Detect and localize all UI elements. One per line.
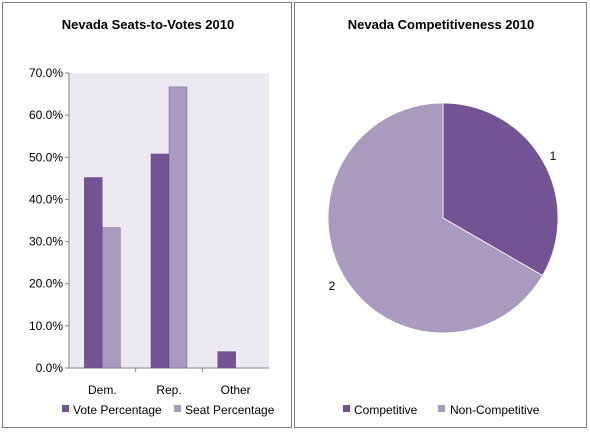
bar-seat-rep <box>168 86 188 369</box>
x-tick-labels: Dem. Rep. Other <box>88 383 251 397</box>
y-tick-label: 10.0% <box>29 319 63 333</box>
pie-data-label-non-competitive: 2 <box>329 279 336 293</box>
legend-label-seat: Seat Percentage <box>185 403 275 417</box>
pie-legend: Competitive Non-Competitive <box>343 403 540 417</box>
bar-legend: Vote Percentage Seat Percentage <box>62 403 275 417</box>
y-tick-label: 20.0% <box>29 277 63 291</box>
legend-swatch-vote <box>62 405 69 412</box>
y-tick-label: 0.0% <box>36 361 64 375</box>
legend-swatch-competitive <box>343 405 350 412</box>
pie-slice-competitive <box>442 102 559 277</box>
competitiveness-chart: Nevada Competitiveness 2010 1 2 Competit… <box>327 17 559 417</box>
pie-slices <box>327 102 559 334</box>
y-tick-labels: 0.0% 10.0% 20.0% 30.0% 40.0% 50.0% 60.0% 70.0% <box>29 66 63 375</box>
legend-swatch-non-competitive <box>438 405 445 412</box>
pie-data-label-competitive: 1 <box>550 149 557 163</box>
y-tick-label: 30.0% <box>29 235 63 249</box>
legend-swatch-seat <box>174 405 181 412</box>
y-tick-label: 50.0% <box>29 150 63 164</box>
legend-label-non-competitive: Non-Competitive <box>450 403 540 417</box>
y-tick-label: 60.0% <box>29 108 63 122</box>
legend-label-vote: Vote Percentage <box>73 403 162 417</box>
bar-vote-dem <box>84 177 103 369</box>
pie-chart-title: Nevada Competitiveness 2010 <box>348 17 534 32</box>
y-tick-label: 40.0% <box>29 192 63 206</box>
legend-label-competitive: Competitive <box>354 403 418 417</box>
pie-slice-non-competitive <box>327 102 544 334</box>
x-tick-label: Rep. <box>156 383 181 397</box>
y-tick-label: 70.0% <box>29 66 63 80</box>
bar-marks <box>84 86 236 369</box>
bar-vote-rep <box>150 153 170 369</box>
seats-to-votes-chart: Nevada Seats-to-Votes 2010 0.0% 10.0% 20.0… <box>29 17 275 417</box>
x-tick-label: Other <box>221 383 251 397</box>
competitiveness-chart-panel: Nevada Competitiveness 2010 1 2 Competit… <box>294 2 587 428</box>
bar-seat-dem <box>102 227 121 369</box>
seats-to-votes-chart-panel: Nevada Seats-to-Votes 2010 0.0% 10.0% 20.0… <box>2 2 292 428</box>
bar-chart-title: Nevada Seats-to-Votes 2010 <box>62 17 234 32</box>
bar-vote-other <box>217 351 236 369</box>
x-tick-label: Dem. <box>88 383 117 397</box>
